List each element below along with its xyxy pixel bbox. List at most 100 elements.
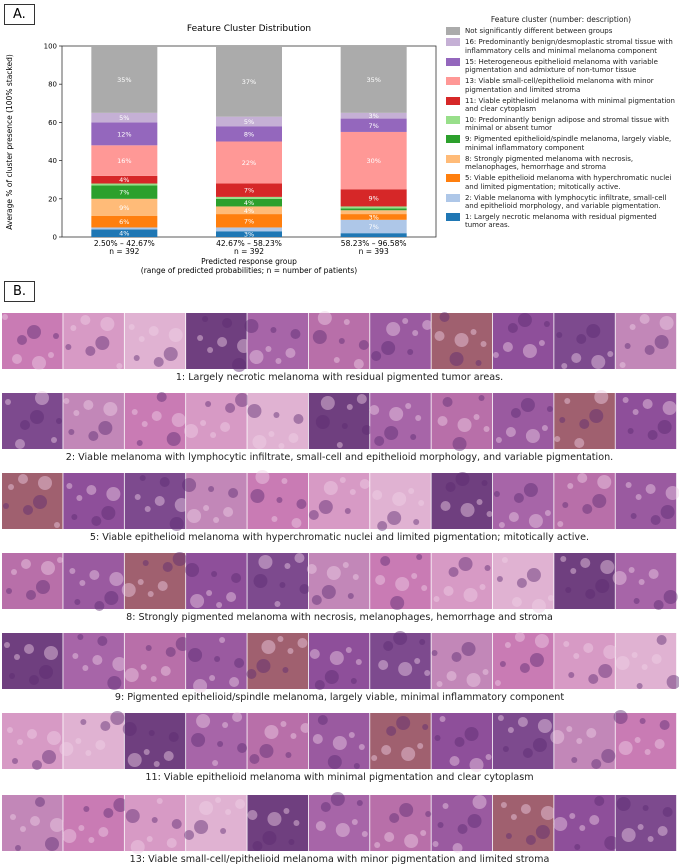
histology-texture [232,712,243,722]
data-label: 3% [369,213,379,221]
histology-texture [556,332,563,338]
histology-texture [463,588,478,602]
histology-texture [565,587,572,593]
histology-texture [57,557,63,563]
histology-texture [312,330,327,344]
histology-texture [455,472,470,486]
histology-texture [200,420,207,426]
histology-texture [358,744,365,750]
histology-texture [223,507,234,517]
histology-texture [259,744,274,758]
data-label: 9% [119,204,129,212]
data-label: 16% [117,157,131,165]
data-label: 6% [119,218,129,226]
data-label: 22% [242,159,256,167]
histology-texture [398,662,413,676]
histology-texture [389,813,400,823]
histology-texture [476,499,483,505]
histology-texture [470,329,477,335]
histology-texture [486,511,493,517]
histology-texture [569,813,576,819]
histology-texture [644,749,651,755]
histology-tile [2,553,63,609]
histology-texture [641,664,648,670]
bar-segment [216,183,282,197]
histology-texture [560,556,567,562]
histology-texture [23,505,33,515]
histology-texture [320,802,331,812]
histology-texture [252,435,267,449]
histology-texture [104,591,119,605]
histology-texture [511,597,522,607]
histology-texture [628,567,635,573]
histology-tile [186,633,247,689]
histology-texture [182,478,197,492]
bar-segment [216,231,282,237]
histology-tile [370,473,431,529]
histology-texture [291,518,302,528]
histology-texture [526,568,541,582]
histology-texture [534,634,549,648]
histology-texture [481,480,488,486]
histology-texture [63,398,70,404]
histology-texture [194,820,209,834]
histology-texture [517,313,532,327]
histology-texture [361,831,368,837]
histology-texture [355,659,362,665]
histology-texture [153,357,164,367]
histology-texture [228,488,239,498]
histology-texture [68,429,75,435]
bar-segment [216,141,282,184]
histology-texture [507,323,518,333]
histology-texture [389,407,404,421]
histology-texture [165,647,176,657]
histology-texture [213,517,220,523]
legend-swatch [446,193,460,202]
histology-texture [77,634,84,640]
y-tick-label: 0 [53,234,57,242]
histology-texture [196,714,211,728]
data-label: 5% [244,118,254,126]
histology-texture [86,485,97,495]
histology-texture [411,573,418,579]
histology-texture [217,741,224,747]
histology-texture [76,495,83,501]
strip-caption: 5: Viable epithelioid melanoma with hype… [89,532,590,543]
histology-tile [370,313,431,369]
histology-texture [594,390,609,404]
histology-texture [330,792,345,806]
histology-texture [494,680,501,686]
histology-texture [505,833,512,839]
histology-texture [648,569,659,579]
histology-texture [452,437,467,451]
histology-texture [395,577,410,591]
histology-texture [457,824,468,834]
histology-texture [171,819,182,829]
histology-texture [293,414,304,424]
histology-texture [598,664,613,678]
histology-texture [235,393,250,407]
histology-texture [615,656,630,670]
histology-texture [30,816,40,826]
histology-texture [38,476,52,490]
histology-texture [121,583,136,597]
histology-texture [417,743,424,749]
legend-swatch [446,154,460,163]
legend-label: 8: Strongly pigmented melanoma with necr… [465,154,634,172]
histology-tile [431,713,493,769]
histology-texture [499,661,506,667]
histology-texture [92,655,103,665]
histology-tile [186,795,247,851]
histology-texture [353,763,360,769]
panel-label: A. [4,4,35,25]
histology-texture [42,750,56,764]
histology-texture [434,331,445,341]
legend-label: 9: Pigmented epithelioid/spindle melanom… [465,135,672,152]
histology-texture [528,514,543,528]
histology-texture [662,807,673,817]
histology-tile [247,713,309,769]
histology-texture [187,509,202,523]
histology-texture [663,590,678,604]
histology-texture [383,641,394,651]
histology-texture [262,831,277,845]
